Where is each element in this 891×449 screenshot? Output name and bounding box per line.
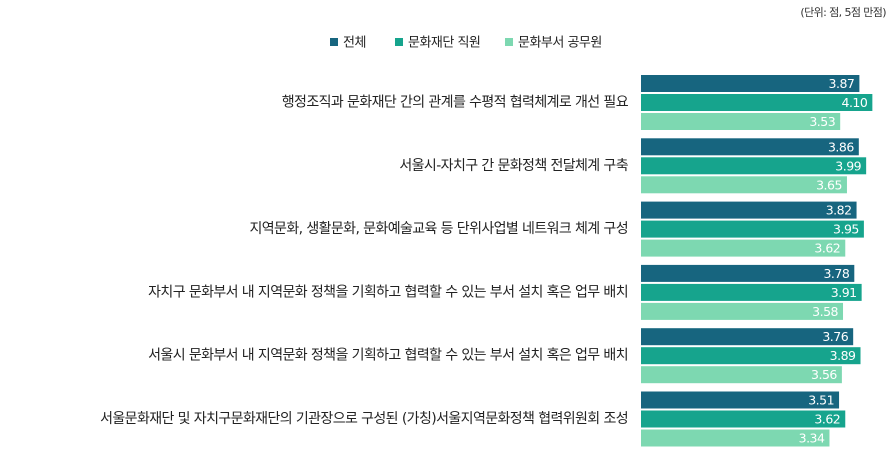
value-label: 3.99	[835, 158, 861, 173]
bar	[641, 239, 846, 257]
legend-swatch	[395, 38, 403, 46]
value-label: 3.62	[814, 412, 840, 427]
value-label: 3.95	[833, 222, 859, 237]
legend-label: 문화재단 직원	[408, 36, 480, 51]
bar	[641, 157, 867, 175]
bar	[641, 75, 860, 92]
category-label: 서울시-자치구 간 문화정책 전달체계 구축	[399, 158, 628, 174]
bar	[641, 347, 861, 365]
value-label: 3.56	[811, 367, 837, 382]
value-label: 3.34	[799, 431, 825, 446]
value-label: 3.89	[830, 348, 856, 363]
bar	[641, 94, 873, 111]
bar	[641, 264, 855, 282]
bar	[641, 220, 864, 238]
value-label: 3.87	[829, 76, 855, 91]
legend-swatch	[330, 38, 338, 46]
value-label: 3.76	[822, 329, 848, 344]
category-label: 지역문화, 생활문화, 문화예술교육 등 단위사업별 네트워크 체계 구성	[250, 221, 629, 237]
bar	[641, 201, 857, 219]
bar	[641, 429, 830, 447]
legend-label: 전체	[343, 36, 366, 51]
bar	[641, 138, 859, 156]
value-label: 3.91	[831, 285, 857, 300]
category-label: 행정조직과 문화재단 간의 관계를 수평적 협력체계로 개선 필요	[282, 95, 629, 111]
bar	[641, 302, 844, 320]
value-label: 3.53	[809, 114, 835, 129]
bar	[641, 366, 842, 384]
category-label: 자치구 문화부서 내 지역문화 정책을 기획하고 협력할 수 있는 부서 설치 …	[148, 284, 628, 300]
legend-swatch	[505, 38, 513, 46]
value-label: 3.51	[808, 393, 834, 408]
bar	[641, 328, 854, 346]
value-label: 3.82	[826, 203, 852, 218]
value-label: 3.78	[823, 266, 849, 281]
value-label: 3.62	[814, 241, 840, 256]
bar	[641, 391, 840, 409]
bar	[641, 113, 841, 130]
value-label: 4.10	[842, 95, 868, 110]
bar	[641, 283, 862, 301]
unit-note: (단위: 점, 5점 만점)	[800, 6, 886, 19]
legend-label: 문화부서 공무원	[518, 36, 602, 51]
bar	[641, 176, 847, 194]
value-label: 3.65	[816, 177, 842, 192]
bar	[641, 410, 846, 428]
value-label: 3.58	[812, 304, 838, 319]
category-label: 서울문화재단 및 자치구문화재단의 기관장으로 구성된 (가칭)서울지역문화정책…	[100, 411, 628, 427]
category-label: 서울시 문화부서 내 지역문화 정책을 기획하고 협력할 수 있는 부서 설치 …	[148, 348, 628, 364]
value-label: 3.86	[828, 139, 854, 154]
